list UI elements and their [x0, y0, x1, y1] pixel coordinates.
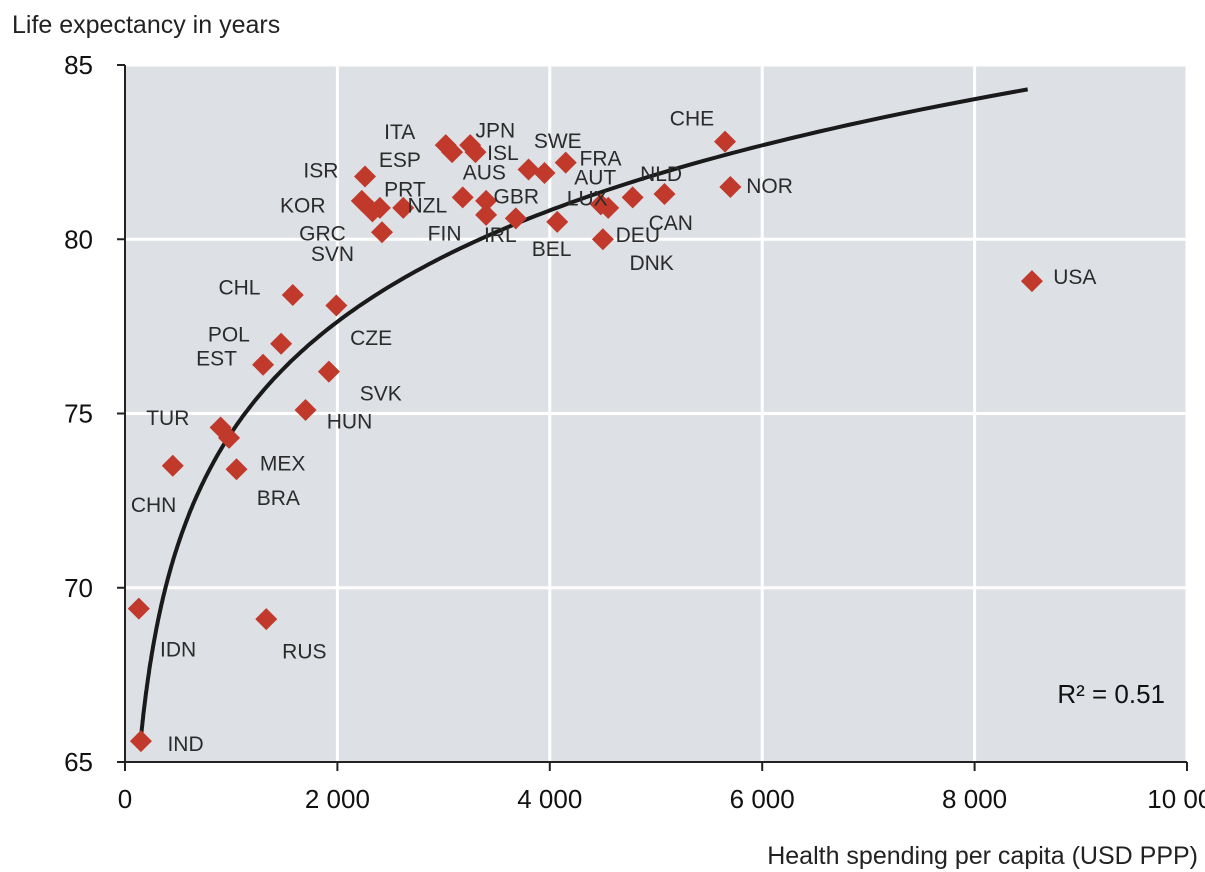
- point-label-bel: BEL: [532, 238, 572, 261]
- data-point-fin: [451, 186, 474, 209]
- data-point-est: [252, 353, 275, 376]
- data-point-isl: [464, 141, 487, 164]
- point-label-nld: NLD: [640, 163, 682, 186]
- data-point-swe: [517, 158, 540, 181]
- point-label-svn: SVN: [311, 243, 354, 266]
- point-label-pol: POL: [208, 323, 250, 346]
- point-label-nzl: NZL: [407, 194, 447, 217]
- data-point-mex: [218, 426, 241, 449]
- point-label-svk: SVK: [360, 383, 402, 406]
- data-point-deu: [597, 196, 620, 219]
- r-squared-annotation: R² = 0.51: [1057, 679, 1165, 709]
- point-label-est: EST: [196, 348, 237, 371]
- x-axis-title: Health spending per capita (USD PPP): [767, 842, 1198, 870]
- data-point-irl: [475, 203, 498, 226]
- point-label-idn: IDN: [160, 639, 196, 662]
- data-point-nld: [621, 186, 644, 209]
- data-point-svk: [317, 360, 340, 383]
- point-label-fin: FIN: [428, 222, 462, 245]
- point-label-chn: CHN: [131, 494, 177, 517]
- data-point-usa: [1020, 270, 1043, 293]
- trend-line: [138, 87, 1029, 738]
- point-label-cze: CZE: [350, 327, 392, 350]
- x-tick-label: 10 000: [1147, 784, 1205, 814]
- point-label-irl: IRL: [484, 224, 517, 247]
- data-point-bra: [225, 458, 248, 481]
- y-tick-label: 85: [64, 50, 93, 80]
- data-point-pol: [270, 332, 293, 355]
- data-point-svn: [371, 221, 394, 244]
- data-point-prt: [368, 196, 391, 219]
- point-label-ind: IND: [167, 733, 203, 756]
- y-tick-label: 75: [64, 399, 93, 429]
- point-label-jpn: JPN: [475, 119, 515, 142]
- point-label-tur: TUR: [146, 407, 189, 430]
- data-point-isr: [354, 165, 377, 188]
- data-point-nzl: [392, 196, 415, 219]
- data-point-fra: [554, 151, 577, 174]
- y-axis-ticks: 65 70 75 80 85: [64, 50, 125, 777]
- data-point-gbr: [504, 207, 527, 230]
- data-point-che: [714, 130, 737, 153]
- data-point-chn: [161, 454, 184, 477]
- point-label-aus: AUS: [463, 161, 506, 184]
- point-label-ita: ITA: [384, 121, 415, 144]
- data-points: [127, 130, 1043, 753]
- point-label-gbr: GBR: [494, 186, 540, 209]
- point-label-swe: SWE: [534, 130, 582, 153]
- x-tick-label: 2 000: [305, 784, 370, 814]
- data-point-dnk: [591, 228, 614, 251]
- point-label-chl: CHL: [218, 276, 260, 299]
- data-point-hun: [294, 399, 317, 422]
- point-label-fra: FRA: [580, 147, 622, 170]
- data-point-aus: [475, 189, 498, 212]
- x-tick-label: 4 000: [517, 784, 582, 814]
- point-label-usa: USA: [1053, 266, 1096, 289]
- x-tick-label: 8 000: [942, 784, 1007, 814]
- point-label-grc: GRC: [299, 222, 346, 245]
- data-point-ind: [129, 730, 152, 753]
- data-point-idn: [127, 597, 150, 620]
- y-tick-label: 70: [64, 573, 93, 603]
- point-label-dnk: DNK: [629, 252, 673, 275]
- point-label-deu: DEU: [616, 224, 660, 247]
- gridlines: [125, 63, 1189, 762]
- data-point-lux: [533, 162, 556, 185]
- data-point-esp: [441, 141, 464, 164]
- point-label-isr: ISR: [303, 160, 338, 183]
- x-tick-label: 0: [118, 784, 132, 814]
- point-label-hun: HUN: [327, 410, 373, 433]
- point-label-aut: AUT: [574, 167, 616, 190]
- data-point-can: [653, 182, 676, 205]
- point-label-bra: BRA: [257, 487, 300, 510]
- point-label-isl: ISL: [487, 142, 519, 165]
- data-point-nor: [719, 175, 742, 198]
- data-point-bel: [546, 210, 569, 233]
- data-point-kor: [350, 189, 373, 212]
- y-axis-title: Life expectancy in years: [12, 11, 280, 39]
- point-label-can: CAN: [649, 212, 693, 235]
- point-label-prt: PRT: [384, 179, 426, 202]
- x-tick-label: 6 000: [730, 784, 795, 814]
- data-point-chl: [281, 284, 304, 307]
- point-label-kor: KOR: [280, 194, 326, 217]
- data-point-rus: [255, 608, 278, 631]
- y-tick-label: 65: [64, 747, 93, 777]
- point-label-esp: ESP: [379, 149, 421, 172]
- point-label-mex: MEX: [260, 452, 306, 475]
- data-point-cze: [325, 294, 348, 317]
- point-label-che: CHE: [670, 107, 714, 130]
- x-axis-ticks: 0 2 000 4 000 6 000 8 000 10 000: [118, 762, 1205, 814]
- y-tick-label: 80: [64, 224, 93, 254]
- point-label-rus: RUS: [282, 640, 326, 663]
- point-label-nor: NOR: [746, 175, 793, 198]
- point-label-lux: LUX: [567, 187, 608, 210]
